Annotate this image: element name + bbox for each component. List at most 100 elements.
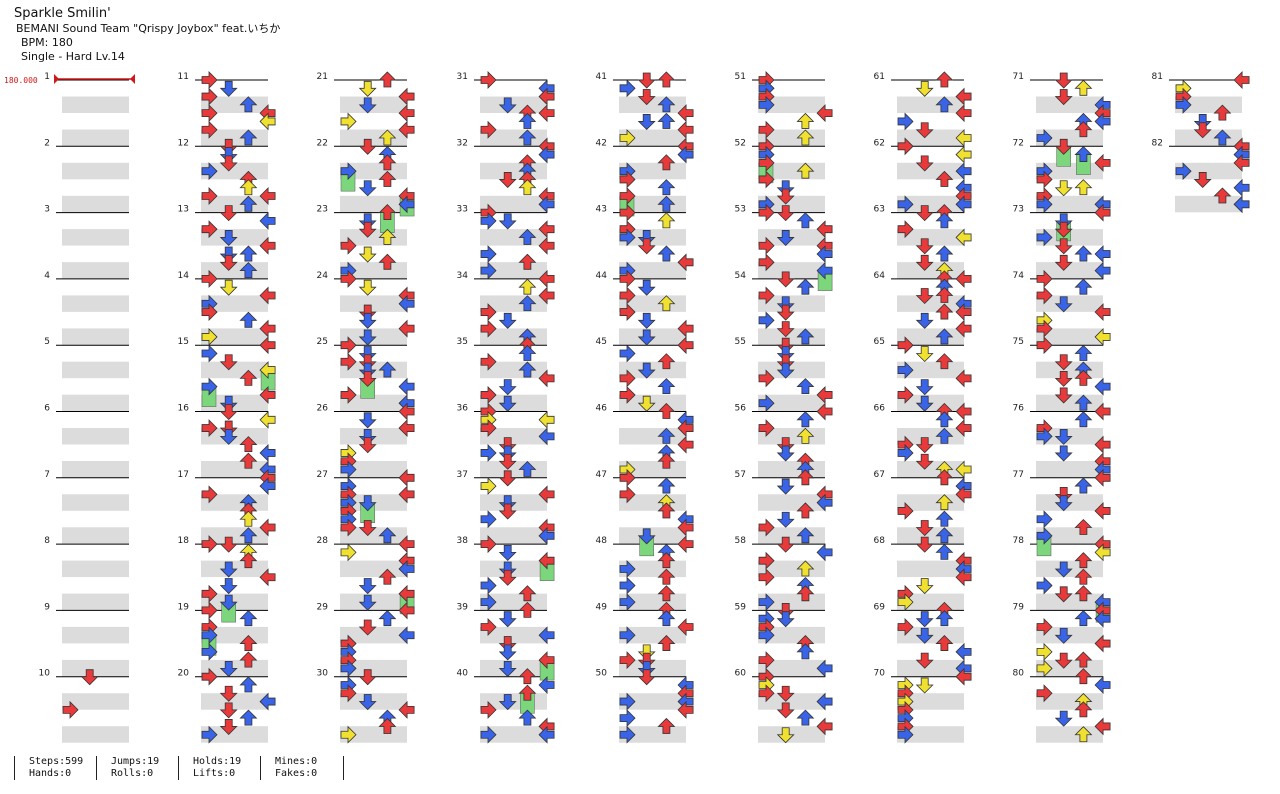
stat-steps: Steps:599 [29,756,84,767]
beat-stripe [758,394,825,412]
step-arrow [657,610,675,627]
beat-stripe [1036,262,1103,279]
measure-number: 2 [44,138,50,148]
measure-number: 9 [44,602,50,612]
step-arrow [1055,180,1073,197]
beat-stripe [1036,726,1103,743]
measure-number: 31 [457,72,468,82]
measure-number: 40 [457,669,469,679]
stat-hands: Hands:0 [29,768,72,779]
measure-number: 59 [735,602,747,612]
song-difficulty: Single - Hard Lv.14 [21,50,125,63]
beat-stripe [62,129,129,146]
step-arrow [796,212,814,229]
step-arrow [518,278,536,295]
beat-stripe [62,494,129,511]
song-header: Sparkle Smilin' BEMANI Sound Team "Qrisp… [14,6,280,64]
beat-stripe [480,428,547,445]
step-arrow [638,279,656,296]
step-arrow [796,112,814,129]
measure-number: 64 [874,271,886,281]
step-arrow [796,643,814,660]
step-arrow [1074,79,1092,96]
measure-number: 60 [735,669,747,679]
beat-stripe [897,726,964,743]
step-arrow [340,543,357,561]
step-arrow [657,477,675,494]
step-arrow [538,411,555,429]
measure-number: 81 [1152,72,1163,82]
step-arrow [259,411,276,429]
step-arrow [619,709,636,727]
stat-mines: Mines:0 [275,756,318,767]
stat-lifts: Lifts:0 [193,768,236,779]
beat-stripe [758,96,825,113]
measure-number: 33 [457,205,468,215]
measure-number: 71 [1013,72,1024,82]
bpm-change-label: 180.000 [4,76,38,85]
step-arrow [239,610,257,627]
measure-number: 65 [874,337,885,347]
beat-stripe [897,693,964,710]
chart-stats: Steps:599 Hands:0 Jumps:19 Rolls:0 Holds… [14,756,344,780]
beat-stripe [758,195,825,213]
measure-number: 44 [596,271,608,281]
measure-number: 74 [1013,271,1025,281]
step-arrow [758,311,775,329]
step-arrow [1036,510,1053,528]
step-arrow [638,72,656,89]
step-arrow [1094,676,1111,694]
measure-number: 45 [596,337,607,347]
beat-stripe [62,229,129,246]
measure-number: 41 [596,72,607,82]
beat-stripe [340,560,407,578]
beat-stripe [62,659,129,677]
measure-number: 82 [1152,138,1163,148]
beat-stripe [758,494,825,511]
beat-stripe [897,560,964,578]
step-arrow [777,445,795,462]
beat-stripe [480,229,547,246]
measure-number: 13 [178,205,189,215]
step-arrow [499,544,517,561]
measure-number: 18 [178,536,190,546]
beat-stripe [201,726,268,743]
beat-stripe [62,693,129,710]
step-arrow [935,71,953,88]
measure-number: 12 [178,138,189,148]
beat-stripe [1175,162,1242,180]
measure-number: 19 [178,602,190,612]
beat-stripe [62,726,129,743]
step-arrow [935,245,953,262]
measure-number: 17 [178,470,189,480]
beat-stripe [1036,96,1103,113]
beat-stripe [62,560,129,578]
measure-number: 72 [1013,138,1024,148]
measure-number: 54 [735,271,747,281]
beat-stripe [619,428,686,445]
step-arrow [657,378,675,395]
step-arrow [340,112,357,130]
step-arrow [1233,179,1250,197]
beat-stripe [62,195,129,213]
step-arrow [1074,179,1092,196]
measure-number: 25 [317,337,328,347]
step-arrow [499,611,517,628]
step-arrow [259,212,276,230]
measure-number: 76 [1013,404,1025,414]
step-arrow [378,610,396,627]
step-arrow [359,180,377,197]
beat-stripe [480,162,547,180]
step-arrow [480,477,497,495]
step-arrow [657,212,675,229]
step-arrow [916,379,934,396]
measure-number: 51 [735,72,746,82]
step-arrow [935,212,953,229]
step-arrow [1074,411,1092,428]
step-arrow [619,79,636,97]
beat-stripe [619,262,686,279]
step-arrow [916,611,934,628]
beat-stripe [619,129,686,146]
beat-stripe [201,295,268,312]
step-arrow [499,312,517,329]
